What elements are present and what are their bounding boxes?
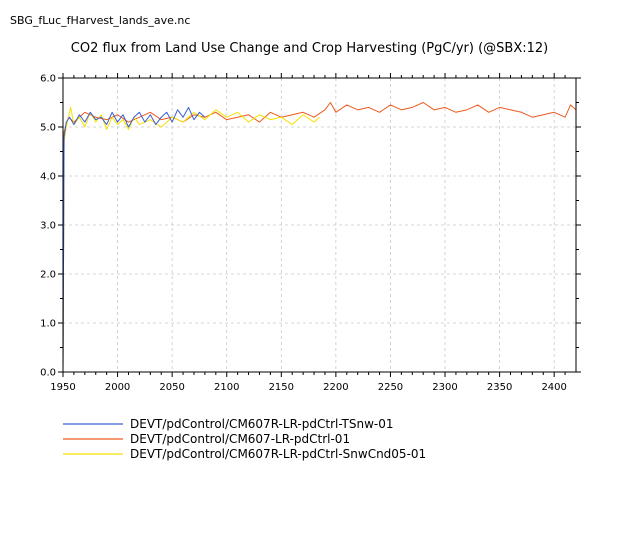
- x-tick-label: 2100: [214, 382, 239, 393]
- plot-frame: [62, 77, 577, 373]
- y-tick-label: 4.0: [40, 172, 56, 183]
- legend: DEVT/pdControl/CM607R-LR-pdCtrl-TSnw-01D…: [63, 417, 426, 461]
- x-tick-label: 2200: [323, 382, 348, 393]
- legend-label: DEVT/pdControl/CM607R-LR-pdCtrl-TSnw-01: [130, 417, 394, 431]
- x-tick-label: 2150: [269, 382, 294, 393]
- y-tick-label: 0.0: [40, 368, 56, 379]
- grid-lines: [63, 78, 576, 372]
- file-name-label: SBG_fLuc_fHarvest_lands_ave.nc: [10, 14, 191, 27]
- y-tick-label: 6.0: [40, 74, 56, 85]
- axis-ticks: 0.0 1.0 2.0 3.0 4.0 5.0 6.0 1950 2000 2050 2100 215…: [40, 73, 581, 393]
- x-tick-label: 1950: [50, 382, 75, 393]
- y-tick-label: 1.0: [40, 319, 56, 330]
- series-line-1: [62, 102, 577, 373]
- legend-label: DEVT/pdControl/CM607R-LR-pdCtrl-SnwCnd05…: [130, 447, 426, 461]
- series-layer: [62, 102, 577, 373]
- y-tick-label: 3.0: [40, 221, 56, 232]
- x-tick-label: 2050: [159, 382, 184, 393]
- legend-label: DEVT/pdControl/CM607-LR-pdCtrl-01: [130, 432, 350, 446]
- x-tick-label: 2350: [487, 382, 512, 393]
- x-tick-label: 2400: [541, 382, 566, 393]
- x-tick-label: 2000: [105, 382, 130, 393]
- y-tick-label: 5.0: [40, 123, 56, 134]
- x-tick-label: 2300: [432, 382, 457, 393]
- chart-title: CO2 flux from Land Use Change and Crop H…: [70, 41, 549, 56]
- x-tick-label: 2250: [378, 382, 403, 393]
- series-line-0: [62, 106, 206, 373]
- y-tick-label: 2.0: [40, 270, 56, 281]
